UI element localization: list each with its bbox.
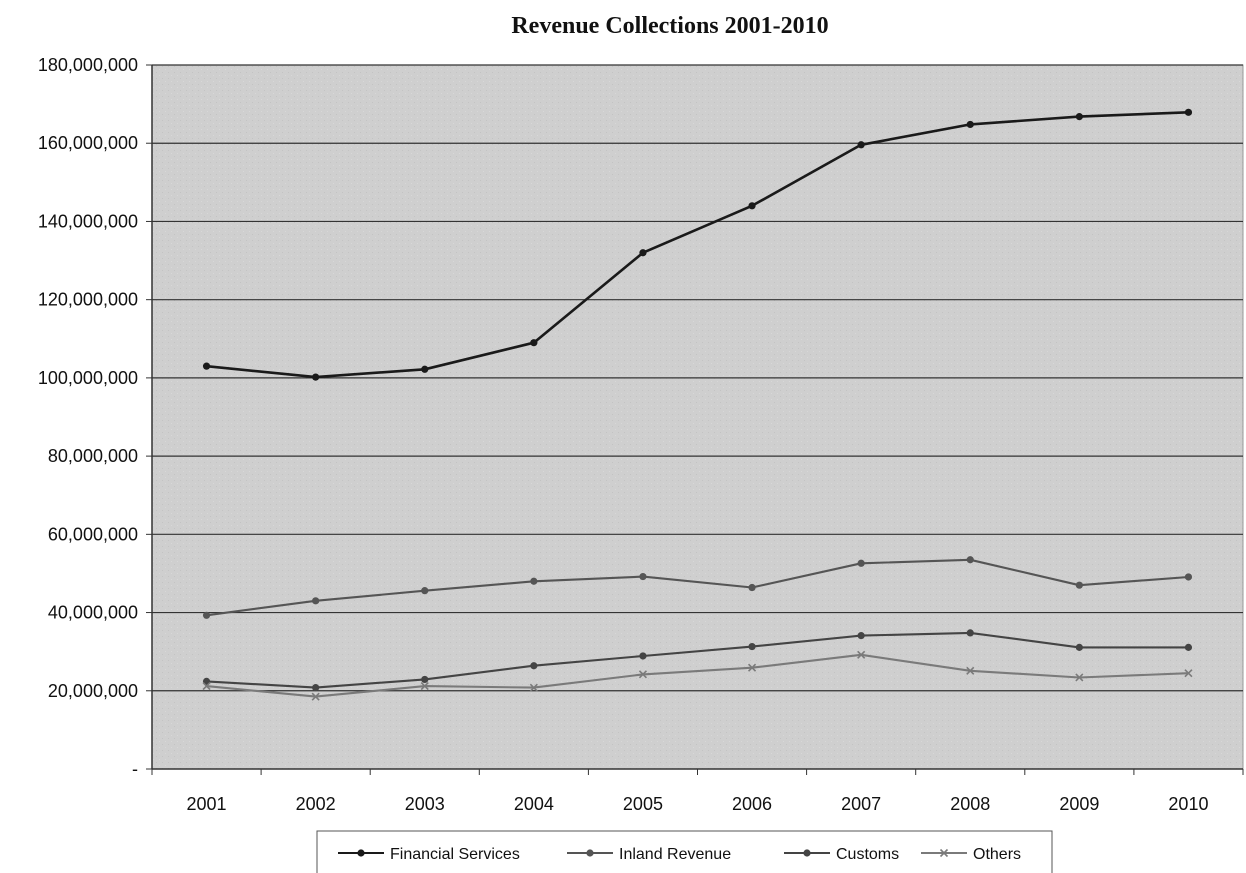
legend: Financial Services Inland Revenue Customs O…: [316, 830, 1053, 873]
data-point-others-2010: [1184, 669, 1193, 678]
y-tick-label-6: 120,000,000: [38, 290, 138, 310]
data-point-financial-services-2002: [312, 373, 320, 381]
series-line-financial-services: [206, 111, 1189, 379]
data-point-inland-revenue-2001: [202, 611, 211, 619]
x-tick-label-2005: 2005: [623, 794, 663, 814]
legend-entry-inland-revenue: Inland Revenue: [567, 846, 731, 863]
data-point-inland-revenue-2010: [1184, 573, 1193, 581]
legend-label-financial-services: Financial Services: [390, 846, 520, 863]
series-layer: [202, 108, 1193, 701]
series-line-others: [206, 653, 1189, 698]
data-point-financial-services-2010: [1184, 108, 1193, 116]
x-axis: 2001 2002 2003 2004 2005 2006 2007 2008 2009 2010: [151, 768, 1244, 814]
data-point-financial-services-2008: [966, 120, 974, 129]
data-point-others-2005: [638, 670, 648, 679]
series-financial-services: [202, 108, 1193, 381]
data-point-inland-revenue-2007: [857, 559, 865, 567]
data-point-others-2002: [311, 692, 320, 701]
data-point-financial-services-2001: [202, 362, 211, 370]
x-tick-label-2003: 2003: [405, 794, 445, 814]
data-point-inland-revenue-2009: [1075, 581, 1083, 589]
legend-label-customs: Customs: [836, 846, 899, 863]
plot-area: [151, 64, 1244, 770]
series-others: [202, 650, 1193, 701]
y-tick-label-1: 20,000,000: [48, 681, 138, 701]
series-line-customs: [206, 631, 1189, 689]
x-tick-label-2008: 2008: [950, 794, 990, 814]
data-point-customs-2009: [1075, 643, 1083, 651]
data-point-financial-services-2004: [530, 339, 538, 347]
x-tick-label-2006: 2006: [732, 794, 772, 814]
x-tick-label-2010: 2010: [1168, 794, 1208, 814]
data-point-customs-2002: [312, 684, 320, 692]
legend-entry-customs: Customs: [784, 846, 899, 863]
data-point-financial-services-2006: [748, 202, 756, 210]
data-point-inland-revenue-2008: [966, 556, 974, 564]
data-point-others-2008: [966, 666, 975, 675]
data-point-inland-revenue-2003: [421, 587, 429, 595]
y-tick-label-4: 80,000,000: [48, 446, 138, 466]
x-tick-label-2009: 2009: [1059, 794, 1099, 814]
series-line-inland-revenue: [206, 558, 1189, 617]
x-tick-label-2004: 2004: [514, 794, 554, 814]
y-tick-label-0: -: [132, 759, 138, 779]
legend-marker-financial-services: [357, 849, 365, 857]
data-point-financial-services-2005: [639, 249, 647, 257]
data-point-customs-2010: [1184, 643, 1193, 651]
data-point-customs-2005: [639, 652, 647, 660]
data-point-customs-2007: [857, 632, 865, 640]
x-tick-label-2001: 2001: [187, 794, 227, 814]
data-point-inland-revenue-2005: [639, 572, 647, 581]
data-point-others-2009: [1075, 673, 1084, 682]
series-customs: [202, 629, 1193, 692]
data-point-others-2007: [857, 650, 866, 659]
legend-label-inland-revenue: Inland Revenue: [619, 846, 731, 863]
chart-title: Revenue Collections 2001-2010: [511, 13, 828, 39]
data-point-financial-services-2007: [857, 141, 865, 149]
data-point-inland-revenue-2004: [530, 577, 538, 585]
legend-label-others: Others: [973, 846, 1021, 863]
data-point-financial-services-2003: [421, 365, 429, 373]
y-tick-label-9: 180,000,000: [38, 55, 138, 75]
data-point-customs-2003: [421, 675, 429, 684]
y-tick-label-5: 100,000,000: [38, 368, 138, 388]
y-axis: - 20,000,000 40,000,000 60,000,000 80,000,00…: [38, 55, 153, 779]
y-tick-label-7: 140,000,000: [38, 211, 138, 231]
data-point-customs-2008: [966, 629, 974, 637]
y-tick-label-3: 60,000,000: [48, 524, 138, 544]
legend-marker-inland-revenue: [586, 849, 594, 857]
data-point-others-2004: [529, 683, 538, 692]
y-tick-label-2: 40,000,000: [48, 603, 138, 623]
y-tick-label-8: 160,000,000: [38, 133, 138, 153]
data-point-customs-2006: [748, 642, 756, 651]
legend-entry-financial-services: Financial Services: [338, 846, 520, 863]
data-point-inland-revenue-2002: [312, 597, 320, 605]
data-point-others-2006: [747, 663, 757, 672]
data-point-others-2001: [202, 682, 211, 691]
x-tick-label-2002: 2002: [296, 794, 336, 814]
data-point-inland-revenue-2006: [748, 583, 756, 592]
series-inland-revenue: [202, 556, 1193, 619]
legend-marker-customs: [803, 849, 811, 857]
data-point-customs-2004: [530, 662, 538, 670]
legend-entry-others: Others: [921, 846, 1021, 863]
x-tick-label-2007: 2007: [841, 794, 881, 814]
data-point-others-2003: [420, 682, 429, 691]
gridlines: [152, 64, 1243, 692]
legend-marker-others: [939, 848, 949, 858]
data-point-financial-services-2009: [1075, 113, 1083, 121]
